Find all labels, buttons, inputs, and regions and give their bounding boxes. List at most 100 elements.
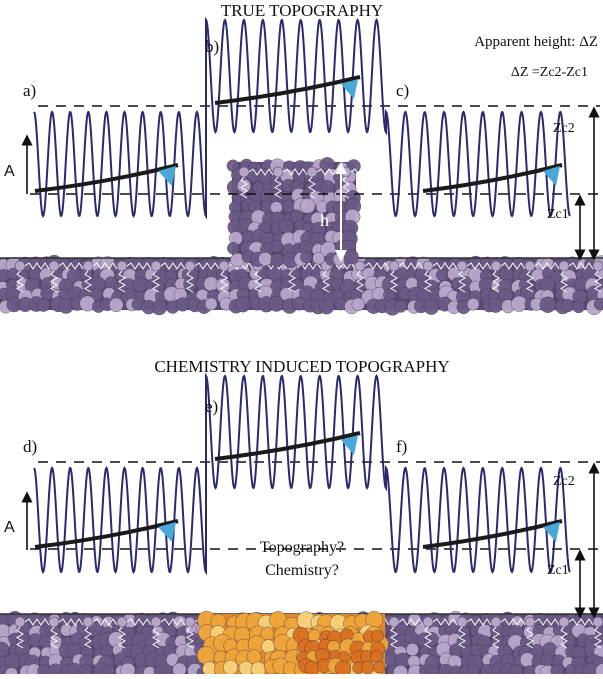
atom xyxy=(223,660,238,674)
spring-node xyxy=(15,617,25,627)
chemical-patch xyxy=(197,611,389,674)
atom xyxy=(313,252,325,264)
atom xyxy=(572,301,584,313)
atom xyxy=(424,299,439,314)
spring-node xyxy=(423,261,433,271)
label-d: d) xyxy=(23,437,37,456)
atom xyxy=(227,242,239,254)
height-label: h xyxy=(320,210,329,230)
zc1-label-bottom: Zc1 xyxy=(547,563,569,578)
spring-node xyxy=(273,167,283,177)
spring-node xyxy=(83,261,93,271)
atom xyxy=(333,253,345,265)
spring-node xyxy=(307,167,317,177)
spring-node xyxy=(525,617,535,627)
spring-node xyxy=(389,261,399,271)
atom xyxy=(564,635,576,647)
bottom-title: CHEMISTRY INDUCED TOPOGRAPHY xyxy=(154,357,449,376)
atom xyxy=(406,643,419,656)
spring-node xyxy=(49,617,59,627)
atom xyxy=(352,298,365,311)
spring-node xyxy=(185,617,195,627)
spring-node xyxy=(151,617,161,627)
spring-node xyxy=(117,261,127,271)
island-step xyxy=(227,157,375,268)
true-topography-panel: TRUE TOPOGRAPHY a) b) c) A xyxy=(0,1,603,315)
atom xyxy=(321,180,334,193)
delta-z-formula: ΔZ =Zc2-Zc1 xyxy=(511,65,588,80)
spring-node xyxy=(151,261,161,271)
atom xyxy=(488,298,503,313)
top-title: TRUE TOPOGRAPHY xyxy=(221,1,383,20)
label-e: e) xyxy=(205,397,218,416)
apparent-height-label: Apparent height: ΔZ xyxy=(474,34,598,50)
amplitude-label-top: A xyxy=(4,163,15,180)
atom xyxy=(269,611,286,628)
atom xyxy=(371,630,383,642)
spring-node xyxy=(83,617,93,627)
atom xyxy=(37,299,50,312)
atom xyxy=(424,632,438,646)
atom xyxy=(269,296,284,311)
spring-node xyxy=(457,617,467,627)
label-f: f) xyxy=(396,437,407,456)
spring-node xyxy=(423,617,433,627)
atom xyxy=(361,661,374,674)
atom xyxy=(101,645,114,658)
question-chemistry: Chemistry? xyxy=(265,562,339,579)
spring-node xyxy=(559,261,569,271)
spring-node xyxy=(525,261,535,271)
atom xyxy=(371,651,383,663)
spring-node xyxy=(185,261,195,271)
spring-node xyxy=(219,261,229,271)
spring-node xyxy=(15,261,25,271)
cantilever-f xyxy=(423,521,562,547)
zc2-label-top: Zc2 xyxy=(553,121,575,136)
atom xyxy=(467,298,479,310)
atom xyxy=(80,664,92,674)
spring-node xyxy=(341,167,351,177)
spring-node xyxy=(389,617,399,627)
atom xyxy=(540,297,556,313)
atom xyxy=(300,251,312,263)
atom xyxy=(271,253,284,266)
atom xyxy=(279,219,294,234)
atom xyxy=(205,298,217,310)
spring-node xyxy=(559,617,569,627)
chemistry-topography-panel: CHEMISTRY INDUCED TOPOGRAPHY d) e) f) A … xyxy=(0,357,603,674)
label-a: a) xyxy=(23,81,36,100)
atom xyxy=(344,249,359,264)
label-b: b) xyxy=(205,37,219,56)
atom xyxy=(109,298,123,312)
spring-node xyxy=(593,617,603,627)
amplitude-label-bottom: A xyxy=(4,519,15,536)
spring-node xyxy=(355,261,365,271)
spring-node xyxy=(239,167,249,177)
question-topography: Topography? xyxy=(260,539,344,556)
label-c: c) xyxy=(396,81,409,100)
atom xyxy=(383,289,395,301)
atom xyxy=(436,269,448,281)
atom xyxy=(197,646,215,664)
atom xyxy=(176,298,190,312)
spring-node xyxy=(593,261,603,271)
atom xyxy=(305,661,319,674)
atom xyxy=(235,296,251,312)
atom xyxy=(300,198,315,213)
zc1-label-top: Zc1 xyxy=(547,207,569,222)
atom xyxy=(540,277,555,292)
spring-node xyxy=(491,261,501,271)
atom xyxy=(319,300,334,315)
atom xyxy=(373,661,385,673)
atom xyxy=(152,300,167,315)
cantilever-c xyxy=(423,165,562,191)
zc2-label-bottom: Zc2 xyxy=(553,474,575,489)
spring-node xyxy=(491,617,501,627)
atom xyxy=(332,220,344,232)
atom xyxy=(270,240,283,253)
atom xyxy=(261,640,275,654)
spring-node xyxy=(457,261,467,271)
atom xyxy=(395,300,407,312)
